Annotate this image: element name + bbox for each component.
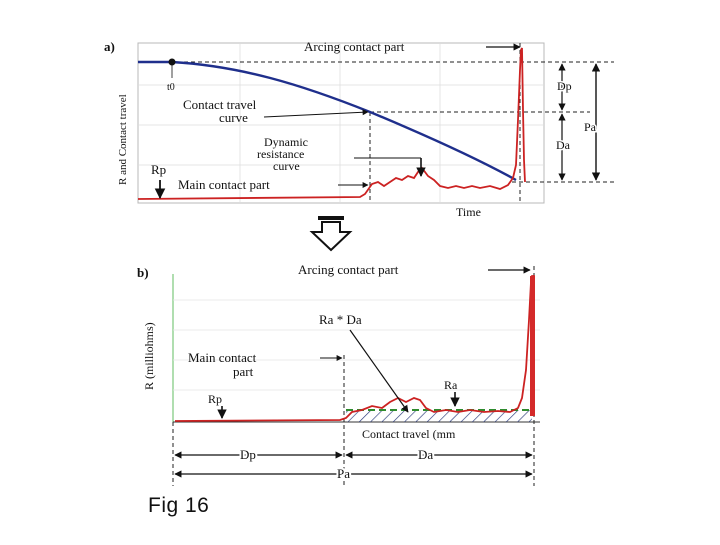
panel-b-rada-label: Ra * Da (319, 312, 362, 327)
panel-b-travel-label: Contact travel (mm (362, 427, 456, 441)
panel-a-dyn-label-1: Dynamic (264, 135, 308, 149)
ra-da-hatched-area (346, 410, 532, 422)
panel-a-xlabel: Time (456, 205, 481, 219)
panel-a-pa-label: Pa (584, 120, 597, 134)
panel-a-label: a) (104, 39, 115, 54)
panel-b-arcing-label: Arcing contact part (298, 262, 399, 277)
panel-a-frame (137, 42, 545, 204)
panel-a-travel-label-2: curve (219, 110, 248, 125)
panel-b-pa-label: Pa (337, 466, 350, 481)
panel-a-travel-label-1: Contact travel (183, 97, 257, 112)
t0-marker (168, 58, 176, 66)
panel-a-travel-pointer (263, 109, 369, 118)
panel-b-da-label: Da (418, 447, 433, 462)
panel-a-grid (138, 43, 544, 203)
contact-travel-curve (138, 60, 517, 182)
panel-a-main-label: Main contact part (178, 177, 270, 192)
panel-a-ylabel: R and Contact travel (117, 94, 129, 185)
figure-caption: Fig 16 (148, 494, 210, 517)
transition-arrow-icon (309, 216, 353, 252)
panel-b-dp-label: Dp (240, 447, 256, 462)
panel-a: a) R and Contact travel Time Arcing cont… (104, 39, 614, 219)
panel-b-main-label-2: part (233, 364, 254, 379)
arcing-spike-bar (530, 276, 535, 416)
panel-b-ylabel: R (milliohms) (142, 322, 156, 390)
panel-b-grid (173, 299, 540, 391)
panel-a-dp-label: Dp (557, 79, 572, 93)
panel-b-label: b) (137, 265, 149, 280)
panel-a-dyn-label-3: curve (273, 159, 300, 173)
dynamic-resistance-curve (137, 47, 526, 200)
panel-a-da-label: Da (556, 138, 571, 152)
panel-a-arcing-label: Arcing contact part (304, 39, 405, 54)
panel-b-ra-label: Ra (444, 378, 458, 392)
panel-b-guides (172, 266, 535, 486)
panel-b-rp-label: Rp (208, 392, 222, 406)
panel-b-rada-pointer (349, 329, 409, 413)
panel-a-rp-label: Rp (151, 162, 166, 177)
panel-b: b) R (milliohms) Arcing contact part Ra … (137, 262, 540, 486)
resistance-curve-b (174, 275, 535, 422)
panel-b-main-label-1: Main contact (188, 350, 257, 365)
t0-label: t0 (167, 82, 175, 93)
panel-a-dyn-label-2: resistance (257, 147, 304, 161)
